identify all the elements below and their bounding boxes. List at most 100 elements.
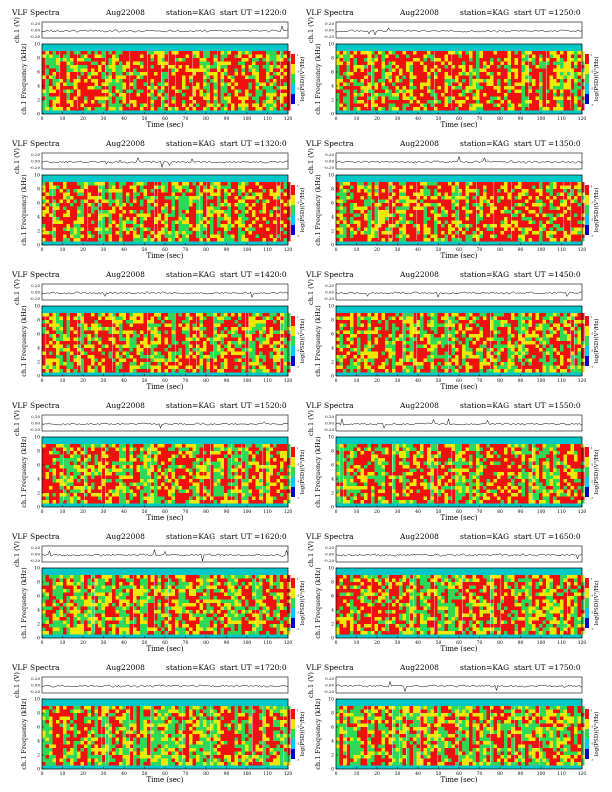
colorbar-segment xyxy=(291,588,295,598)
spectrogram-svg: VLF Spectra Aug22008 station=KAG start UT =… xyxy=(305,663,600,784)
panel-title: VLF Spectra xyxy=(305,139,354,148)
colorbar-segment xyxy=(291,709,295,719)
xtick-label: 30 xyxy=(395,509,401,515)
spec-ytick-label: 10 xyxy=(34,173,40,179)
xtick-label: 90 xyxy=(518,640,524,646)
spectrogram-cells xyxy=(336,706,585,766)
panel-title: VLF Spectra xyxy=(11,532,60,541)
colorbar-segment xyxy=(291,54,295,64)
xtick-label: 80 xyxy=(203,247,209,253)
spectrogram-ylabel: ch.1 Frequency (kHz) xyxy=(20,43,28,115)
xtick-label: 10 xyxy=(354,378,360,384)
xtick-label: 20 xyxy=(80,116,86,122)
xtick-label: 50 xyxy=(142,116,148,122)
colorbar-tick-label: -7 xyxy=(297,234,300,238)
colorbar-label: log(PSD)(V²/Hz) xyxy=(299,57,306,102)
xtick-label: 80 xyxy=(497,247,503,253)
colorbar-segment xyxy=(585,608,589,618)
spectrogram-svg: VLF Spectra Aug22008 station=KAG start UT =… xyxy=(305,270,600,391)
colorbar-tick-label: -7 xyxy=(297,496,300,500)
colorbar-tick-label: 1 xyxy=(591,577,593,581)
xtick-label: 60 xyxy=(162,771,168,777)
panel-title: VLF Spectra xyxy=(305,663,354,672)
colorbar-tick-label: -7 xyxy=(591,627,594,631)
date-label: Aug22008 xyxy=(105,139,145,148)
waveform-ylabel: ch.1 (V) xyxy=(307,17,315,43)
waveform-ytick-label: 0.00 xyxy=(31,552,40,557)
xtick-label: 40 xyxy=(415,640,421,646)
xaxis-label: Time (sec) xyxy=(146,121,183,129)
xtick-label: 0 xyxy=(335,247,338,253)
xtick-label: 110 xyxy=(263,640,272,646)
spectrogram-panel: VLF Spectra Aug22008 station=KAG start UT =… xyxy=(8,661,306,784)
colorbar-tick-label: -3 xyxy=(297,594,300,598)
waveform-ylabel: ch.1 (V) xyxy=(307,279,315,305)
spectrogram-panel: VLF Spectra Aug22008 station=KAG start UT =… xyxy=(8,399,306,522)
xtick-label: 60 xyxy=(162,247,168,253)
waveform-ylabel: ch.1 (V) xyxy=(13,410,21,436)
spectrogram-panel: VLF Spectra Aug22008 station=KAG start UT =… xyxy=(8,530,306,653)
xtick-label: 30 xyxy=(395,640,401,646)
xtick-label: 80 xyxy=(497,771,503,777)
date-label: Aug22008 xyxy=(399,663,439,672)
colorbar-segment xyxy=(585,487,589,497)
spec-ytick-label: 6 xyxy=(37,332,40,338)
spec-ytick-label: 10 xyxy=(34,435,40,441)
xtick-label: 10 xyxy=(354,247,360,253)
xtick-label: 50 xyxy=(142,509,148,515)
spec-ytick-label: 4 xyxy=(37,608,40,614)
spec-ytick-label: 8 xyxy=(37,711,40,717)
spec-ytick-label: 10 xyxy=(328,566,334,572)
xaxis-label: Time (sec) xyxy=(440,514,477,522)
xtick-label: 80 xyxy=(497,378,503,384)
spec-ytick-label: 2 xyxy=(37,360,40,366)
colorbar-segment xyxy=(291,477,295,487)
spec-ytick-label: 8 xyxy=(331,187,334,193)
colorbar-tick-label: -3 xyxy=(591,725,594,729)
xtick-label: 40 xyxy=(121,509,127,515)
xtick-label: 40 xyxy=(121,378,127,384)
xtick-label: 60 xyxy=(456,771,462,777)
xaxis-label: Time (sec) xyxy=(146,514,183,522)
colorbar-tick-label: -7 xyxy=(591,365,594,369)
start-time-label: start UT =1750:0 xyxy=(514,663,581,672)
spec-ytick-label: 4 xyxy=(331,215,334,221)
spec-ytick-label: 4 xyxy=(37,84,40,90)
spectrogram-panel: VLF Spectra Aug22008 station=KAG start UT =… xyxy=(302,661,600,784)
colorbar-segment xyxy=(291,94,295,104)
date-label: Aug22008 xyxy=(105,663,145,672)
xtick-label: 100 xyxy=(537,771,546,777)
spec-ytick-label: 4 xyxy=(37,215,40,221)
spec-ytick-label: 8 xyxy=(37,56,40,62)
panel-title: VLF Spectra xyxy=(11,270,60,279)
spec-ytick-label: 0 xyxy=(37,112,40,118)
colorbar-segment xyxy=(585,588,589,598)
waveform-frame xyxy=(41,414,289,432)
colorbar-segment xyxy=(585,205,589,215)
spec-ytick-label: 10 xyxy=(34,697,40,703)
start-time-label: start UT =1420:0 xyxy=(220,270,287,279)
colorbar-segment xyxy=(291,356,295,366)
start-time-label: start UT =1520:0 xyxy=(220,401,287,410)
colorbar-segment xyxy=(291,719,295,729)
spec-ytick-label: 0 xyxy=(37,374,40,380)
start-time-label: start UT =1650:0 xyxy=(514,532,581,541)
spectrogram-cells xyxy=(42,182,291,242)
panel-title: VLF Spectra xyxy=(305,401,354,410)
xtick-label: 110 xyxy=(557,378,566,384)
xtick-label: 30 xyxy=(101,771,107,777)
spec-ytick-label: 8 xyxy=(331,318,334,324)
xtick-label: 90 xyxy=(224,509,230,515)
spec-ytick-label: 4 xyxy=(331,608,334,614)
waveform-ytick-label: 0.20 xyxy=(31,152,40,157)
spec-ytick-label: 10 xyxy=(34,304,40,310)
xtick-label: 20 xyxy=(80,771,86,777)
spec-ytick-label: 6 xyxy=(331,332,334,338)
xtick-label: 0 xyxy=(41,640,44,646)
start-time-label: start UT =1350:0 xyxy=(514,139,581,148)
colorbar-tick-label: -3 xyxy=(591,70,594,74)
xtick-label: 120 xyxy=(578,771,587,777)
waveform-ytick-label: 0.20 xyxy=(31,21,40,26)
xtick-label: 60 xyxy=(456,247,462,253)
